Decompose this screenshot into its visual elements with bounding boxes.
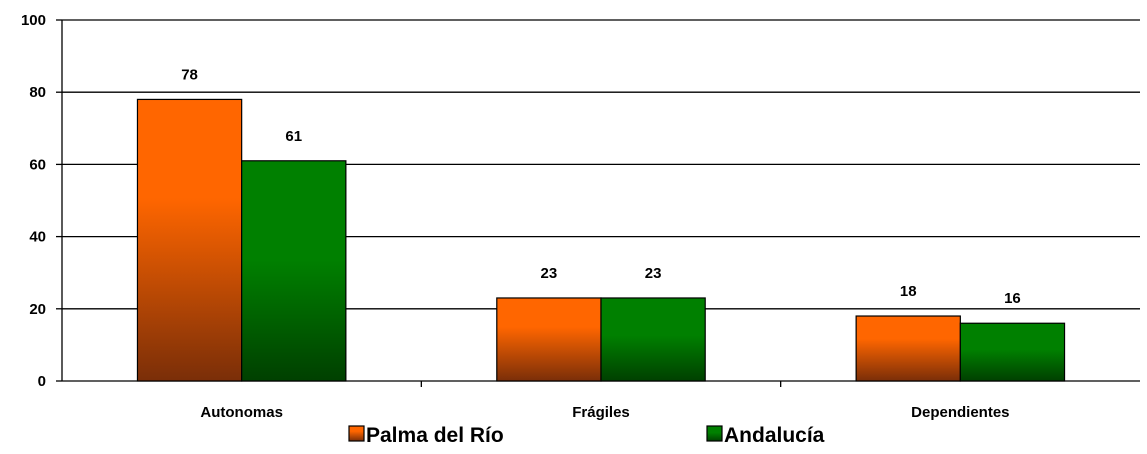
category-label: Dependientes [911,404,1009,421]
bar-palma [136,98,243,382]
y-tick-label: 60 [29,156,46,173]
bar-palma [496,297,602,382]
legend: Palma del Río Andalucía [348,424,825,447]
data-label: 23 [541,265,558,282]
y-tick-label: 40 [29,229,46,246]
y-tick-label: 20 [29,301,46,318]
legend-label: Palma del Río [366,424,504,447]
data-label: 61 [285,128,302,145]
bar-andalucia [241,160,347,382]
category-label: Autonomas [200,404,283,421]
bar-andalucia [600,297,706,382]
y-tick-label: 100 [21,12,46,29]
bars [136,98,1066,382]
legend-label: Andalucía [724,424,825,447]
category-label: Frágiles [572,404,630,421]
data-label: 18 [900,283,917,300]
bar-palma [855,315,961,382]
y-tick-label: 80 [29,84,46,101]
y-tick-label: 0 [38,373,46,390]
data-label: 16 [1004,290,1021,307]
data-label: 23 [645,265,662,282]
data-label: 78 [181,66,198,83]
legend-swatch [348,425,365,442]
bar-andalucia [959,322,1066,382]
legend-swatch [706,425,723,442]
labels: 0 20 40 60 80 100 78 61 Autonomas 23 23 Frágiles 18 1… [21,12,1021,421]
